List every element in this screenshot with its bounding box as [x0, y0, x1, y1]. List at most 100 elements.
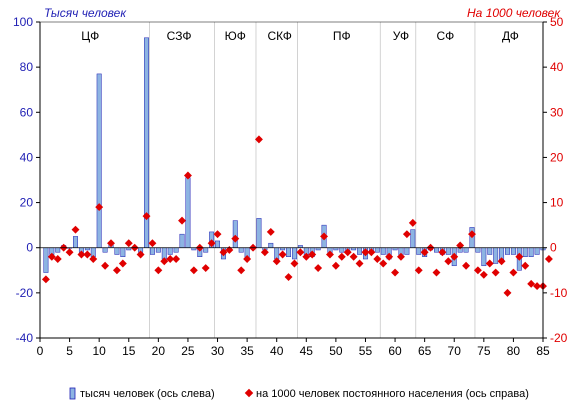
point: [367, 248, 376, 257]
point: [266, 227, 275, 236]
point: [213, 230, 222, 239]
bar: [102, 247, 108, 253]
legend-bar-swatch: [69, 387, 76, 400]
bar: [522, 247, 528, 257]
point: [391, 268, 400, 277]
point: [124, 239, 133, 248]
bar: [291, 247, 297, 260]
bar: [167, 247, 173, 255]
right-tick-label: -20: [550, 331, 568, 345]
left-tick-label: 20: [20, 196, 34, 210]
point: [343, 248, 352, 257]
region-label: ПФ: [333, 29, 351, 43]
point: [355, 259, 364, 268]
x-tick-label: 35: [240, 344, 254, 358]
point: [438, 248, 447, 257]
bar: [238, 247, 244, 253]
point: [89, 255, 98, 263]
bar: [339, 247, 345, 253]
x-tick-label: 45: [300, 344, 314, 358]
point: [320, 232, 329, 241]
region-label: ЦФ: [81, 29, 99, 43]
point: [414, 266, 423, 275]
bar: [410, 229, 416, 248]
point: [402, 230, 411, 239]
x-tick-label: 10: [92, 344, 106, 358]
bar: [534, 247, 540, 255]
bar: [357, 247, 363, 255]
point: [450, 252, 459, 261]
bar: [149, 247, 155, 255]
point: [397, 252, 405, 261]
x-tick-label: 85: [536, 344, 550, 358]
point: [408, 218, 417, 227]
point: [533, 282, 542, 291]
legend-point-swatch: [244, 388, 254, 398]
right-tick-label: 30: [550, 105, 564, 119]
point: [107, 239, 115, 248]
region-label: УФ: [393, 29, 409, 43]
point: [77, 250, 86, 259]
point: [456, 241, 465, 250]
left-tick-label: -20: [16, 286, 34, 300]
point: [379, 259, 388, 268]
bar: [185, 177, 191, 248]
bar: [73, 236, 78, 248]
point: [420, 248, 429, 257]
point: [83, 250, 92, 259]
point: [515, 252, 524, 261]
bar: [404, 247, 410, 255]
point: [432, 268, 441, 277]
region-label: СЗФ: [167, 29, 192, 43]
x-tick-label: 5: [66, 344, 73, 358]
left-tick-label: 40: [20, 150, 34, 164]
bar: [114, 247, 120, 255]
bar: [528, 247, 534, 257]
axes: [36, 21, 547, 342]
bar: [286, 247, 292, 257]
right-tick-label: 10: [550, 196, 564, 210]
point: [172, 255, 181, 263]
point: [485, 259, 494, 268]
bar: [481, 247, 487, 267]
point: [527, 279, 536, 288]
region-labels: ЦФ СЗФ ЮФ СКФ ПФ УФ СФ ДФ: [81, 29, 519, 43]
bar: [43, 247, 49, 273]
right-tick-label: 0: [550, 241, 557, 255]
point: [148, 239, 157, 248]
point: [444, 257, 453, 266]
bar: [268, 242, 274, 248]
bar: [96, 73, 102, 248]
point: [260, 248, 269, 257]
bar: [173, 247, 179, 253]
point: [314, 264, 323, 272]
x-tick-label: 55: [359, 344, 373, 358]
region-label: ДФ: [502, 29, 519, 43]
left-axis-title: Тысяч человек: [44, 6, 127, 20]
left-tick-label: 60: [20, 105, 34, 119]
x-tick-label: 25: [181, 344, 195, 358]
bar: [445, 247, 451, 255]
point: [219, 248, 228, 257]
point: [462, 261, 471, 270]
left-tick-label: -40: [16, 331, 34, 345]
bar: [463, 247, 469, 253]
point: [71, 225, 80, 234]
x-tick-label: 20: [152, 344, 166, 358]
point: [95, 203, 104, 212]
point: [326, 250, 334, 259]
point: [521, 261, 530, 270]
point: [509, 268, 518, 277]
x-tick-label: 30: [211, 344, 225, 358]
bar: [179, 233, 185, 248]
x-tick-label: 75: [477, 344, 491, 358]
bar: [380, 247, 386, 255]
point: [331, 261, 340, 270]
region-label: СКФ: [267, 29, 291, 43]
point: [284, 273, 293, 282]
point: [189, 266, 198, 275]
x-tick-label: 15: [122, 344, 136, 358]
point: [473, 266, 482, 275]
point: [118, 259, 127, 268]
